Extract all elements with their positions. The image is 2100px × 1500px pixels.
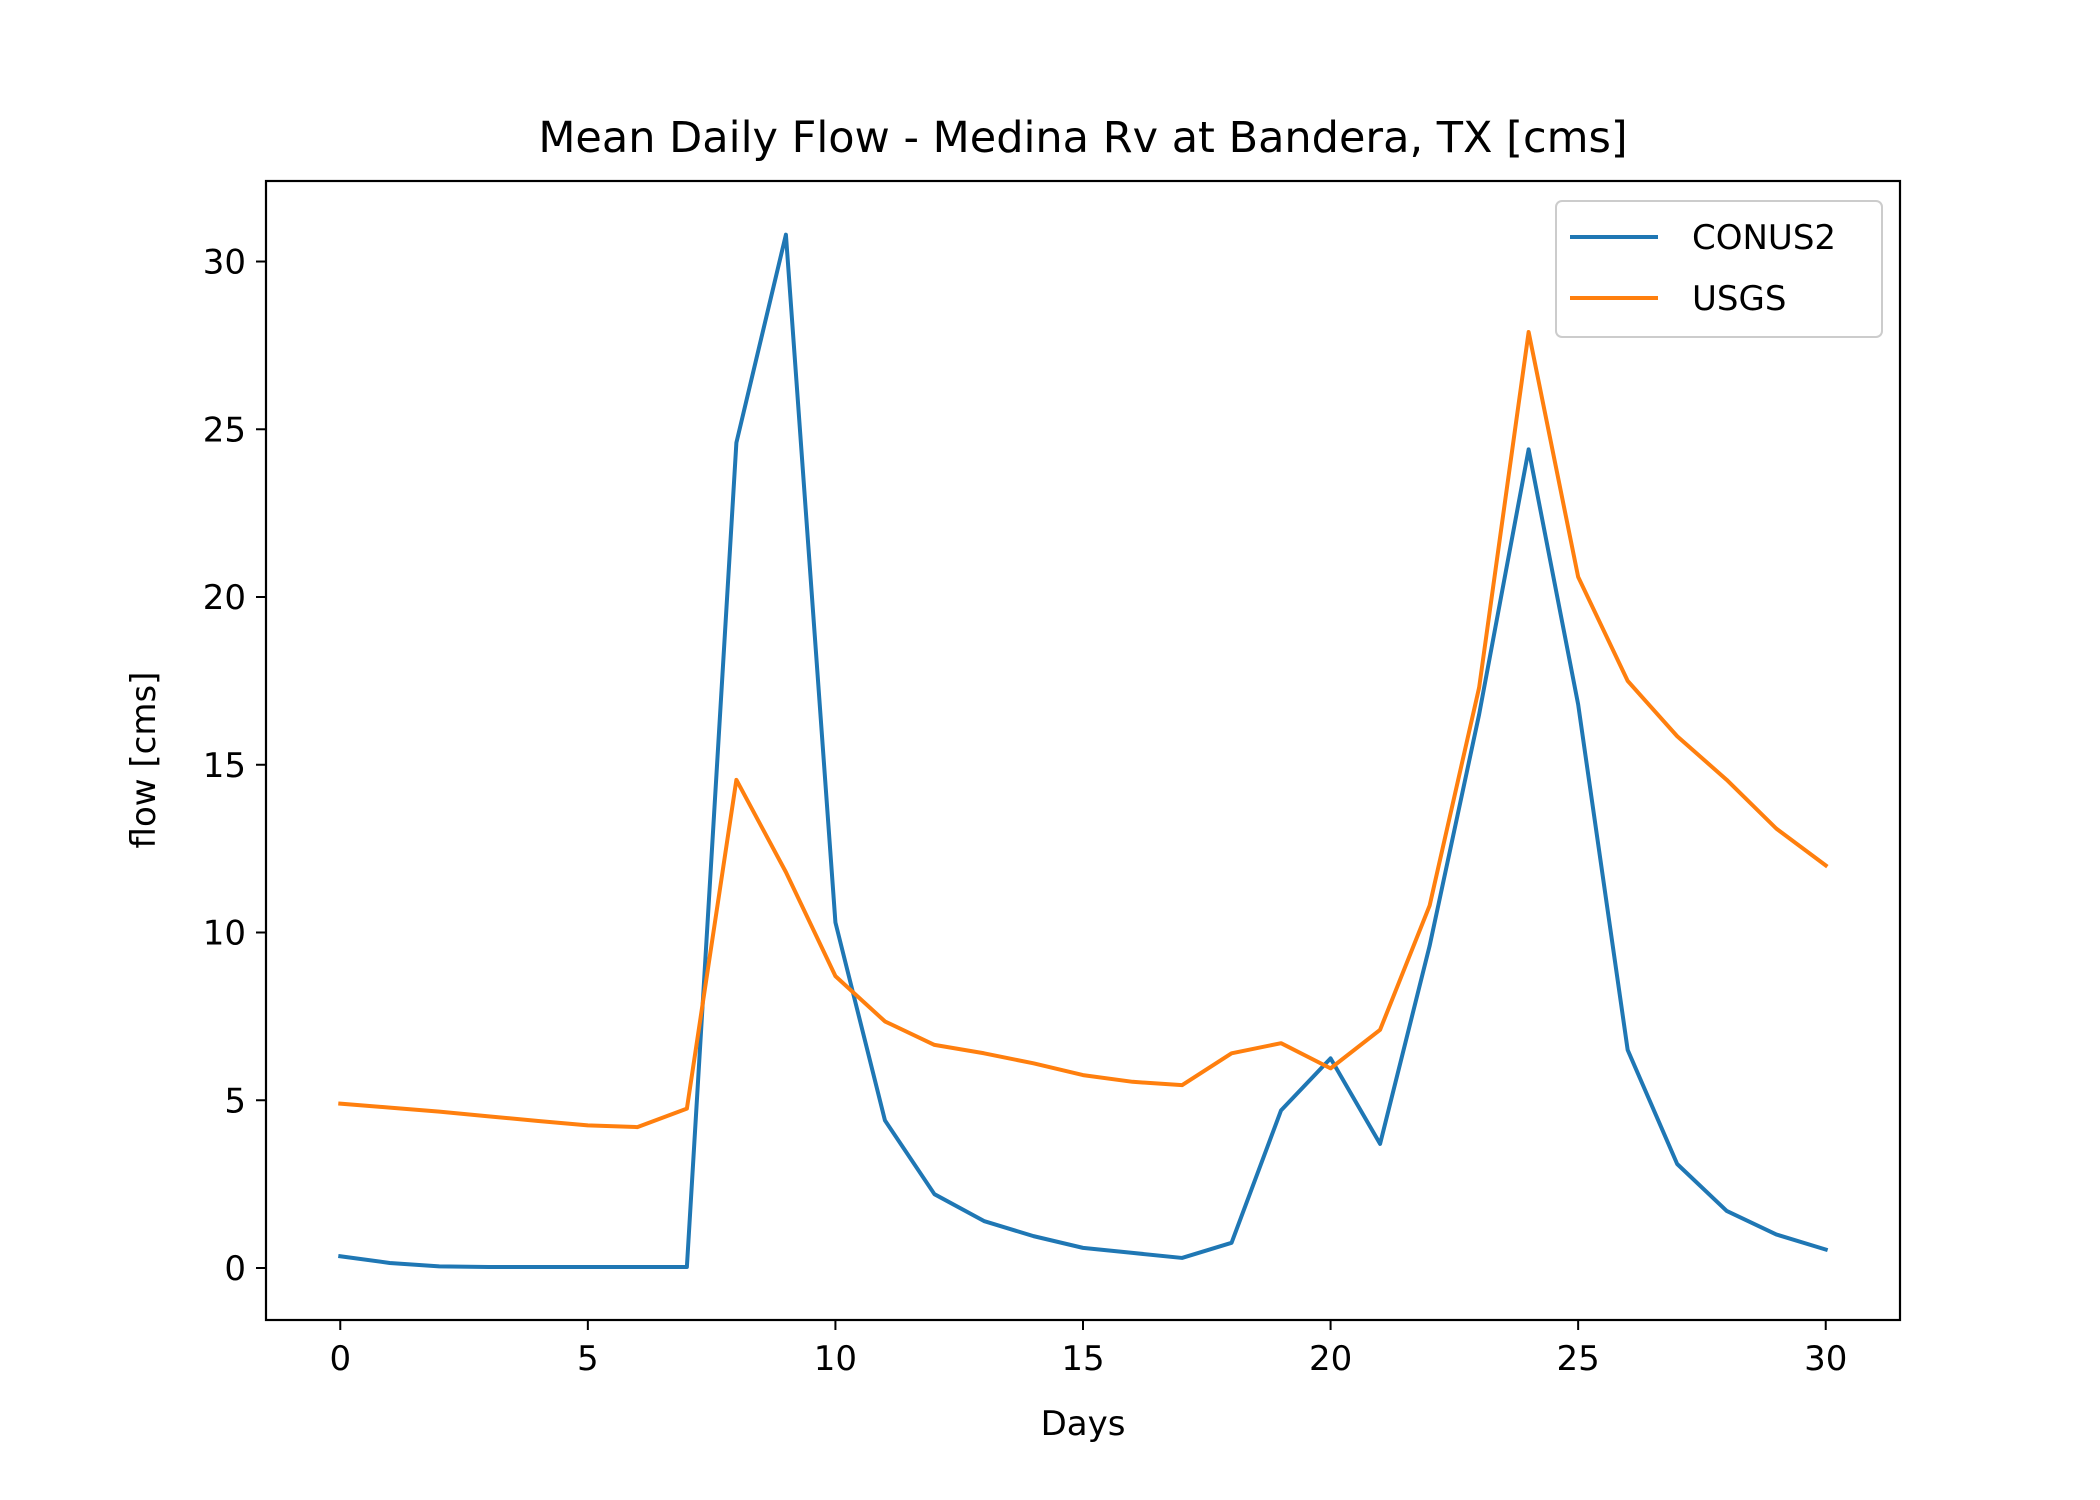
plot-frame [264, 179, 1902, 1322]
y-tick-label: 15 [203, 746, 246, 786]
plot-area [338, 232, 1829, 1269]
x-tick-label: 20 [1309, 1339, 1352, 1379]
y-tick-label: 20 [203, 578, 246, 618]
x-tick-label: 15 [1061, 1339, 1104, 1379]
x-tick-label: 30 [1804, 1339, 1847, 1379]
y-tick-label: 25 [203, 410, 246, 450]
y-axis-label: flow [cms] [124, 672, 164, 849]
x-axis-label: Days [1041, 1404, 1126, 1444]
legend: CONUS2 USGS [1555, 200, 1883, 338]
series-line-conus2 [338, 232, 1829, 1269]
x-tick-label: 0 [329, 1339, 351, 1379]
x-tick-label: 10 [814, 1339, 857, 1379]
x-axis-ticks: 0 5 10 15 20 25 30 [329, 1320, 1847, 1379]
series-line-usgs [338, 329, 1829, 1130]
x-tick-label: 25 [1557, 1339, 1600, 1379]
chart-title: Mean Daily Flow - Medina Rv at Bandera, … [538, 113, 1627, 163]
y-tick-label: 30 [203, 243, 246, 283]
y-tick-label: 0 [224, 1249, 246, 1289]
legend-label: CONUS2 [1692, 218, 1836, 258]
y-axis-ticks: 0 5 10 15 20 25 30 [203, 243, 266, 1289]
legend-label: USGS [1692, 279, 1786, 319]
y-tick-label: 10 [203, 914, 246, 954]
y-tick-label: 5 [224, 1081, 246, 1121]
x-tick-label: 5 [577, 1339, 599, 1379]
